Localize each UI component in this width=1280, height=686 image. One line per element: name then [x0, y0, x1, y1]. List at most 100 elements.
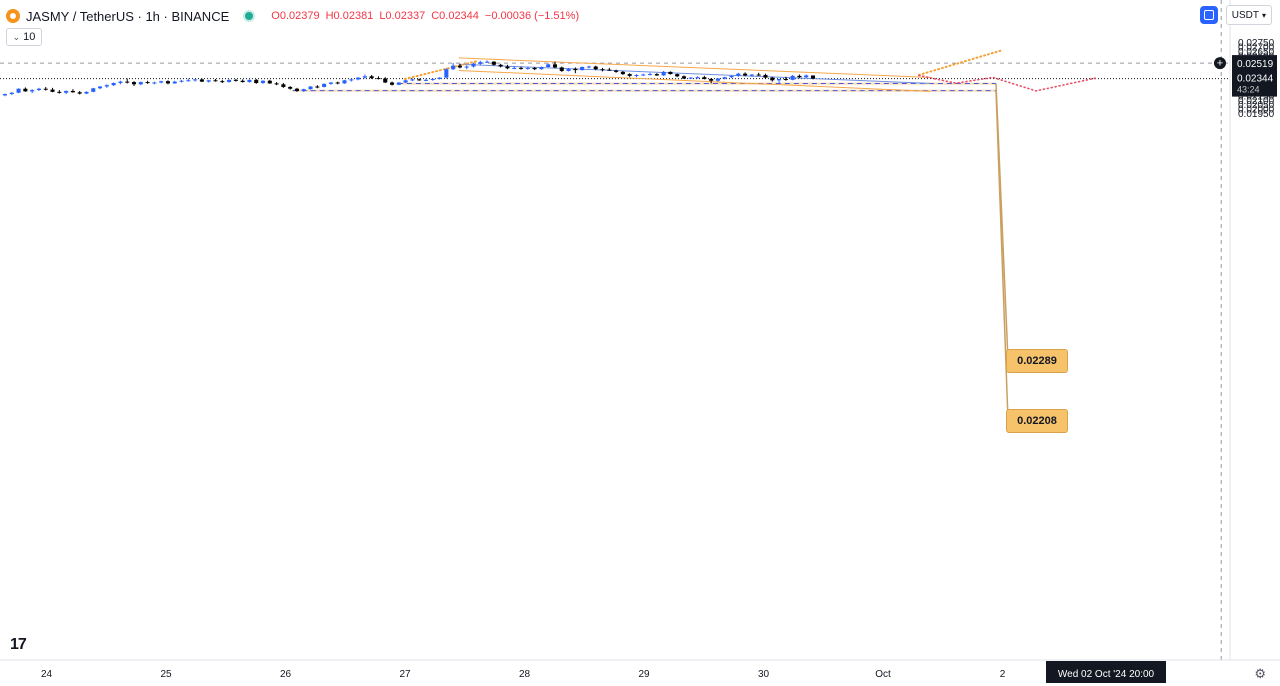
- price-tick-label: 0.02700: [1238, 43, 1275, 54]
- candle-body: [9, 92, 14, 95]
- symbol-header: JASMY / TetherUS · 1h · BINANCE O0.02379…: [6, 6, 579, 26]
- candle-body: [389, 82, 395, 85]
- crosshair-price-label: 0.02519: [1237, 59, 1274, 70]
- candle-body: [702, 77, 707, 79]
- candle-body: [104, 85, 109, 87]
- candle-body: [369, 76, 374, 79]
- time-tick-label: 27: [399, 669, 411, 680]
- support-zones: [292, 82, 1009, 421]
- trend-lines: [404, 49, 1097, 92]
- candle-body: [30, 90, 35, 92]
- candle-body: [356, 77, 361, 80]
- candle-body: [233, 79, 238, 81]
- plus-icon: +: [1217, 58, 1223, 70]
- candle-body: [383, 78, 388, 83]
- chart-toolbar: USDT ▾: [1199, 5, 1272, 25]
- candle-body: [179, 80, 184, 82]
- volume-toggle[interactable]: ⌄ 10: [6, 28, 42, 46]
- price-tick-label: 0.02650: [1238, 47, 1275, 58]
- candle-body: [661, 71, 666, 76]
- candle-body: [57, 91, 62, 93]
- symbol-title[interactable]: JASMY / TetherUS · 1h · BINANCE: [26, 8, 230, 24]
- candle-body: [654, 74, 659, 76]
- candle-body: [770, 77, 775, 81]
- candle-body: [186, 80, 191, 82]
- candle-body: [193, 79, 198, 81]
- candle-body: [301, 89, 306, 91]
- time-tick-label: 29: [638, 669, 650, 680]
- currency-select[interactable]: USDT ▾: [1225, 5, 1272, 25]
- change-value: −0.00036 (−1.51%): [484, 10, 580, 22]
- square-icon: [1203, 10, 1214, 20]
- tradingview-logo-icon[interactable]: 17: [10, 636, 27, 653]
- candle-body: [294, 88, 300, 91]
- candle-body: [668, 71, 673, 75]
- candle-body: [240, 80, 245, 83]
- time-tick-label: 26: [280, 669, 292, 680]
- candle-body: [335, 82, 340, 84]
- candle-body: [457, 65, 462, 68]
- candle-body: [111, 82, 116, 86]
- time-tick-label: 30: [758, 669, 770, 680]
- candle-body: [695, 77, 700, 79]
- candle-body: [322, 83, 327, 87]
- candle-body: [376, 78, 381, 80]
- candle-body: [152, 82, 157, 84]
- candle-body: [525, 67, 530, 69]
- open-value: O0.02379: [271, 10, 320, 22]
- candle-body: [159, 81, 164, 83]
- candle-body: [783, 78, 788, 80]
- market-status-icon: [243, 10, 256, 22]
- currency-label: USDT: [1231, 9, 1259, 21]
- candle-body: [396, 82, 401, 85]
- candle-body: [790, 75, 795, 80]
- candle-body: [512, 67, 517, 69]
- candle-body: [247, 79, 252, 83]
- add-alert-icon: [1214, 57, 1226, 70]
- time-axis: 24 25 26 27 28 29 30 Oct 2: [0, 659, 1280, 680]
- candle-body: [36, 88, 41, 91]
- price-tick-label: 0.01950: [1238, 109, 1275, 120]
- time-tick-label: Oct: [875, 669, 891, 680]
- candle-body: [274, 83, 279, 85]
- candle-body: [288, 86, 293, 89]
- support1-badge: 0.02289: [1006, 349, 1068, 373]
- candle-body: [315, 86, 320, 88]
- time-tick-label: 28: [519, 669, 531, 680]
- candle-body: [620, 71, 625, 75]
- bar-countdown-label: 43:24: [1237, 85, 1260, 95]
- chevron-down-icon: ▾: [1261, 10, 1266, 20]
- time-tick-label: 2: [1000, 669, 1006, 680]
- volume-setting: 10: [23, 31, 36, 43]
- time-tick-label: 24: [41, 669, 53, 680]
- candle-body: [715, 78, 720, 81]
- candle-body: [777, 78, 782, 81]
- candle-body: [722, 77, 727, 79]
- candle-body: [614, 70, 619, 72]
- low-value: L0.02337: [379, 10, 426, 22]
- candle-body: [70, 90, 75, 93]
- candle-body: [206, 80, 211, 82]
- sync-button[interactable]: [1199, 6, 1218, 24]
- candle-body: [23, 88, 28, 92]
- candle-body: [743, 73, 748, 76]
- candle-body: [254, 79, 259, 83]
- breakout-projection-line: [917, 49, 1004, 76]
- gear-icon[interactable]: ⚙: [1254, 666, 1266, 681]
- candle-body: [729, 75, 734, 78]
- candle-body: [213, 80, 218, 82]
- candle-body: [403, 80, 408, 83]
- candle-body: [491, 61, 496, 65]
- candle-body: [756, 74, 761, 76]
- price-tick-label: 0.02150: [1238, 91, 1275, 102]
- candle-body: [600, 69, 605, 71]
- candle-body: [430, 78, 435, 80]
- candle-body: [736, 73, 741, 76]
- candle-body: [227, 79, 232, 83]
- channel-lower-line: [458, 70, 931, 92]
- candle-body: [763, 74, 768, 78]
- candle-body: [552, 64, 558, 68]
- crosshair-time-box: [1046, 661, 1166, 683]
- candle-body: [349, 79, 354, 81]
